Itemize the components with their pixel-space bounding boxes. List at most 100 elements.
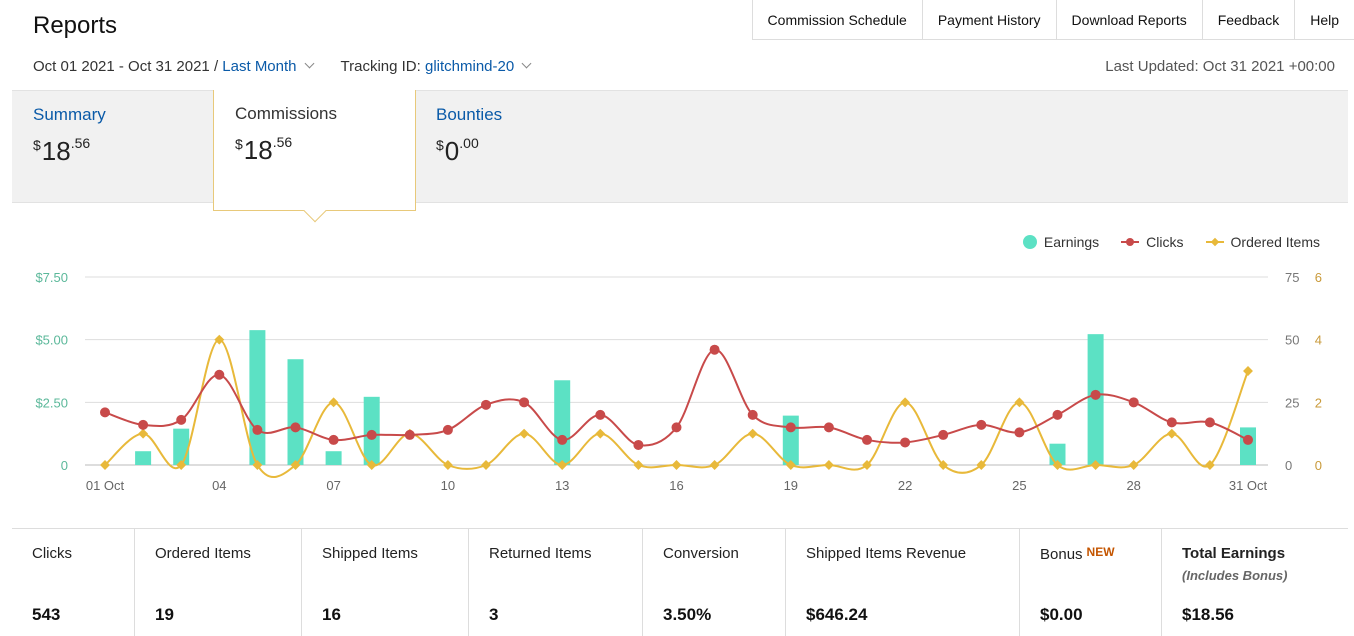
tracking-label: Tracking ID: bbox=[340, 58, 421, 75]
clicks-point bbox=[1014, 427, 1025, 438]
top-nav: Commission Schedule Payment History Down… bbox=[751, 0, 1354, 40]
stat-label: Bonus NEW bbox=[1040, 545, 1115, 563]
tab-bounties[interactable]: Bounties $0.00 bbox=[436, 91, 616, 203]
stat-value: 19 bbox=[155, 605, 174, 624]
ordered-items-point bbox=[1014, 397, 1025, 408]
ordered-items-point bbox=[976, 460, 987, 470]
stats-row: Clicks 543 Ordered Items 19 Shipped Item… bbox=[12, 528, 1348, 636]
ordered-items-point bbox=[862, 460, 872, 470]
earnings-bar bbox=[135, 451, 152, 465]
clicks-point bbox=[671, 422, 682, 433]
payment-history-button[interactable]: Payment History bbox=[922, 0, 1057, 39]
ordered-items-point bbox=[442, 460, 453, 470]
right-axis-orders-tick-label: 4 bbox=[1315, 333, 1322, 348]
ordered-items-point bbox=[1243, 366, 1253, 376]
ordered-items-point bbox=[481, 460, 491, 470]
clicks-point bbox=[214, 369, 225, 380]
clicks-point bbox=[328, 434, 339, 445]
stat-bonus: Bonus NEW $0.00 bbox=[1020, 529, 1162, 636]
legend-ordered-items[interactable]: Ordered Items bbox=[1205, 234, 1320, 250]
legend-clicks[interactable]: Clicks bbox=[1121, 234, 1184, 250]
ordered-items-point bbox=[633, 460, 644, 470]
tab-commissions[interactable]: Commissions $18.56 bbox=[213, 90, 416, 223]
clicks-point bbox=[938, 429, 949, 440]
chart-canvas: 0 0 0 $2.50 25 2 $5.00 50 4 $7.50 75 6 01 Oct 04 07 10 1… bbox=[35, 270, 1322, 493]
clicks-line-icon bbox=[1121, 238, 1140, 246]
earnings-dot-icon bbox=[1022, 235, 1037, 249]
clicks-point bbox=[176, 414, 187, 425]
clicks-point bbox=[633, 439, 644, 450]
last-updated: Last Updated: Oct 31 2021 +00:00 bbox=[1105, 58, 1335, 75]
stat-label: Shipped Items bbox=[322, 545, 418, 562]
ordered-items-point bbox=[595, 428, 606, 439]
right-axis-orders-tick-label: 2 bbox=[1315, 395, 1322, 410]
left-axis-tick-label: $7.50 bbox=[35, 270, 68, 285]
stat-total-earnings: Total Earnings (Includes Bonus) $18.56 bbox=[1162, 529, 1348, 636]
stat-shipped-revenue: Shipped Items Revenue $646.24 bbox=[786, 529, 1020, 636]
stat-label: Conversion bbox=[663, 545, 739, 562]
clicks-point bbox=[747, 409, 758, 420]
x-axis-tick-label: 10 bbox=[441, 478, 455, 493]
clicks-point bbox=[976, 419, 987, 430]
clicks-point bbox=[1204, 417, 1215, 428]
clicks-point bbox=[823, 422, 834, 433]
report-tabs: Summary $18.56 Commissions $18.56 Bounti… bbox=[12, 90, 1348, 223]
stat-value: $18.56 bbox=[1182, 605, 1234, 624]
ordered-items-point bbox=[938, 460, 949, 470]
clicks-point bbox=[785, 422, 796, 433]
stat-value: $0.00 bbox=[1040, 605, 1083, 624]
chevron-down-icon bbox=[304, 58, 314, 69]
stat-label: Returned Items bbox=[489, 545, 592, 562]
ordered-items-point bbox=[328, 397, 339, 408]
date-range: Oct 01 2021 - Oct 31 2021 / bbox=[33, 58, 219, 75]
tab-bounties-label: Bounties bbox=[436, 105, 503, 124]
feedback-button[interactable]: Feedback bbox=[1202, 0, 1296, 39]
ordered-items-point bbox=[823, 460, 834, 470]
left-axis-tick-label: $5.00 bbox=[35, 333, 68, 348]
help-button[interactable]: Help bbox=[1295, 0, 1354, 39]
ordered-items-point bbox=[138, 428, 149, 439]
legend-earnings[interactable]: Earnings bbox=[1022, 234, 1099, 250]
x-axis-tick-label: 28 bbox=[1126, 478, 1140, 493]
stat-label: Clicks bbox=[32, 545, 72, 562]
tab-summary-amount: $18.56 bbox=[33, 135, 91, 166]
stat-value: 16 bbox=[322, 605, 341, 624]
ordered-items-point bbox=[1052, 460, 1063, 470]
ordered-items-point bbox=[1204, 460, 1215, 470]
earnings-chart: Earnings Clicks Ordered Items 0 0 0 $2.50 25… bbox=[12, 204, 1348, 526]
stat-sublabel: (Includes Bonus) bbox=[1182, 568, 1288, 583]
ordered-items-point bbox=[900, 397, 911, 408]
ordered-items-point bbox=[557, 460, 568, 470]
tab-commissions-label: Commissions bbox=[235, 104, 338, 123]
stat-value: 543 bbox=[32, 605, 61, 624]
ordered-items-point bbox=[366, 460, 377, 470]
x-axis-tick-label: 04 bbox=[212, 478, 226, 493]
stat-ordered-items: Ordered Items 19 bbox=[135, 529, 302, 636]
tracking-id-value: glitchmind-20 bbox=[424, 58, 515, 75]
ordered-items-point bbox=[1166, 428, 1177, 439]
tab-bounties-amount: $0.00 bbox=[436, 135, 479, 166]
download-reports-button[interactable]: Download Reports bbox=[1056, 0, 1203, 39]
stat-label: Ordered Items bbox=[155, 545, 251, 562]
clicks-point bbox=[442, 424, 453, 435]
clicks-point bbox=[100, 407, 110, 418]
stat-conversion: Conversion 3.50% bbox=[643, 529, 786, 636]
commission-schedule-button[interactable]: Commission Schedule bbox=[752, 0, 923, 39]
tracking-id-dropdown[interactable]: glitchmind-20 bbox=[424, 58, 532, 75]
stat-value: 3.50% bbox=[663, 605, 712, 624]
left-axis-tick-label: $2.50 bbox=[35, 395, 68, 410]
clicks-point bbox=[709, 344, 720, 355]
filter-bar: Oct 01 2021 - Oct 31 2021 / Last Month T… bbox=[33, 58, 532, 75]
ordered-items-point bbox=[709, 460, 720, 470]
ordered-items-point bbox=[671, 460, 682, 470]
clicks-point bbox=[595, 409, 606, 420]
ordered-items-line bbox=[104, 338, 1249, 478]
tab-summary[interactable]: Summary $18.56 bbox=[33, 91, 213, 203]
stat-label: Total Earnings bbox=[1182, 545, 1286, 562]
right-axis-clicks-tick-label: 25 bbox=[1285, 395, 1299, 410]
period-dropdown[interactable]: Last Month bbox=[222, 58, 314, 75]
ordered-items-point bbox=[785, 460, 796, 470]
clicks-point bbox=[138, 419, 149, 430]
ordered-items-point bbox=[176, 460, 187, 470]
